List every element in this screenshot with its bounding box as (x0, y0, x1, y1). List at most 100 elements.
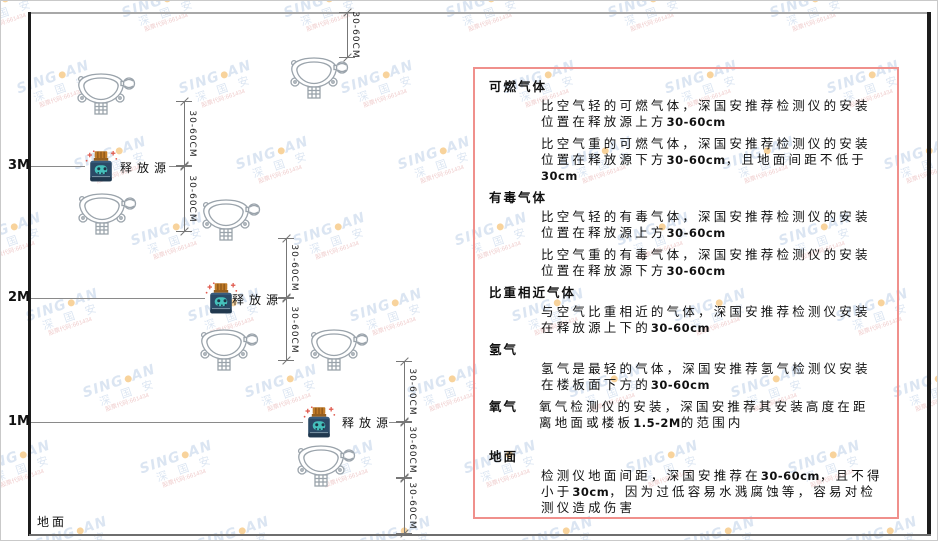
gas-detector-icon-below-2m-source (197, 327, 259, 373)
watermark-red-text: 股票代码:661434 (0, 240, 36, 261)
right-wall-line (927, 12, 931, 536)
section-heading: 有毒气体 (489, 190, 548, 205)
dimension-2m-source-to-detector: 30-60CM (278, 294, 299, 365)
watermark-chinese-text: 深 国 安 (97, 376, 159, 409)
release-source-label: 释放源 (232, 293, 284, 307)
dimension-label: 30-60CM (289, 244, 299, 292)
dimension-3m-source-to-detector: 30-60CM (176, 162, 197, 236)
gas-detector-icon-above-2m-source (199, 197, 261, 243)
panel-section: 氧气 氧气检测仪的安装，深国安推荐其安装高度在距离地面或楼板1.5-2M的范围内 (489, 399, 883, 437)
watermark-chinese-text: 深 国 安 (784, 0, 846, 29)
section-heading: 氢气 (489, 342, 519, 357)
brand-dot-icon (810, 1, 820, 4)
watermark-red-text: 股票代码:661434 (161, 468, 207, 489)
brand-dot-icon (381, 70, 391, 80)
section-paragraph: 氢气是最轻的气体，深国安推荐氢气检测仪安装在楼板面下方的30-60cm (541, 361, 871, 392)
ground-label: 地面 (37, 515, 68, 529)
ground-line (29, 534, 931, 536)
brand-dot-icon (162, 1, 172, 4)
dimension-1m-source-to-detector: 30-60CM (396, 418, 417, 482)
section-paragraph: 检测仪地面间距，深国安推荐在30-60cm，且不得小于30cm，因为过低容易水溅… (541, 468, 883, 515)
brand-dot-icon (648, 1, 658, 4)
brand-dot-icon (390, 298, 400, 308)
brand-dot-icon (9, 222, 19, 232)
watermark-chinese-text: 深 国 安 (0, 0, 36, 29)
brand-dot-icon (66, 298, 76, 308)
watermark-chinese-text: 深 国 安 (907, 377, 938, 409)
level-line-2m (29, 298, 205, 299)
brand-dot-icon (447, 374, 457, 384)
brand-dot-icon (57, 70, 67, 80)
watermark-chinese-text: 深 国 安 (250, 148, 312, 181)
gas-detector-icon-below-1m-source (294, 443, 356, 489)
dimension-ceiling-to-detector: 30-60CM (339, 8, 360, 62)
section-heading: 氧气 (489, 399, 519, 414)
installation-guide-panel: 可燃气体 比空气轻的可燃气体，深国安推荐检测仪的安装位置在释放源上方30-60cm… (473, 67, 899, 519)
left-wall-line (28, 12, 31, 536)
brand-dot-icon (486, 1, 496, 4)
panel-section: 地面检测仪地面间距，深国安推荐在30-60cm，且不得小于30cm，因为过低容易… (489, 449, 883, 516)
release-source-label: 释放源 (120, 161, 172, 175)
level-label-3m: 3M (8, 158, 30, 173)
dimension-detector-to-2m-source: 30-60CM (278, 234, 299, 302)
gas-detector-icon-ceiling (287, 55, 349, 101)
panel-sections: 可燃气体 比空气轻的可燃气体，深国安推荐检测仪的安装位置在释放源上方30-60cm… (489, 79, 883, 516)
watermark-chinese-text: 深 国 安 (0, 224, 45, 257)
brand-dot-icon (276, 146, 286, 156)
dimension-detector-to-1m-source: 30-60CM (396, 357, 417, 426)
watermark-chinese-text: 深 国 安 (307, 224, 369, 257)
section-heading: 地面 (489, 449, 519, 464)
brand-dot-icon (333, 222, 343, 232)
brand-dot-icon (18, 450, 28, 460)
dimension-label: 30-60CM (289, 305, 299, 354)
section-paragraph: 比空气重的有毒气体，深国安推荐检测仪的安装位置在释放源下方30-60cm (541, 247, 871, 278)
gas-detector-icon-below-3m-source (75, 191, 137, 237)
brand-dot-icon (219, 70, 229, 80)
dimension-detector-to-ground: 30-60CM (396, 474, 417, 538)
section-paragraph: 与空气比重相近的气体，深国安推荐检测仪安装在释放源上下的30-60cm (541, 304, 871, 335)
panel-section: 比重相近气体与空气比重相近的气体，深国安推荐检测仪安装在释放源上下的30-60c… (489, 285, 883, 336)
watermark-chinese-text: 深 国 安 (40, 300, 102, 333)
release-source-icon (301, 404, 337, 442)
watermark-chinese-text: 深 国 安 (154, 452, 216, 485)
brand-dot-icon (285, 374, 295, 384)
watermark-red-text: 股票代码:661434 (362, 88, 408, 109)
level-label-1m: 1M (8, 414, 30, 429)
watermark-chinese-text: 深 国 安 (460, 0, 522, 29)
level-line-3m (29, 166, 85, 167)
section-heading: 比重相近气体 (489, 285, 577, 300)
watermark-red-text: 股票代码:661434 (419, 164, 465, 185)
watermark-chinese-text: 深 国 安 (193, 72, 255, 105)
brand-dot-icon (933, 374, 937, 384)
watermark-red-text: 股票代码:661434 (900, 388, 937, 419)
panel-section: 有毒气体 比空气轻的有毒气体，深国安推荐检测仪的安装位置在释放源上方30-60cm… (489, 190, 883, 279)
watermark-red-text: 股票代码:661434 (257, 164, 303, 185)
watermark-red-text: 股票代码:661434 (104, 392, 150, 413)
watermark-chinese-text: 深 国 安 (412, 148, 474, 181)
